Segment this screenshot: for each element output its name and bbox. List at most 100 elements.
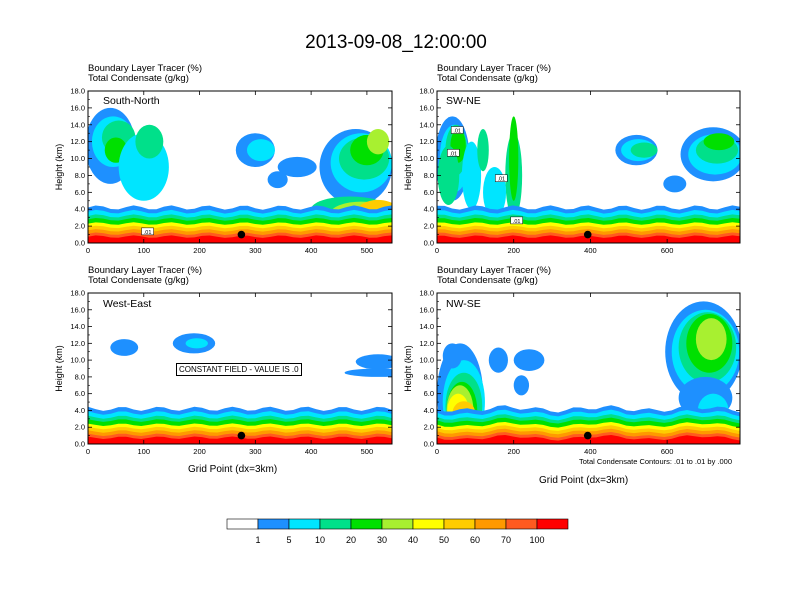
y-tick-label: 4.0 [424, 205, 434, 214]
x-tick-label: 0 [86, 447, 90, 456]
x-tick-label: 100 [138, 246, 151, 255]
contour-label: .01 [497, 177, 505, 183]
colorbar-label: 100 [529, 535, 544, 545]
panel3-subtitle-condensate: Total Condensate (g/kg) [88, 275, 189, 286]
y-tick-label: 10.0 [70, 154, 85, 163]
y-tick-label: 14.0 [419, 322, 434, 331]
tracer-cloud-blob [246, 139, 275, 162]
y-tick-label: 0.0 [424, 239, 434, 248]
tracer-cloud-blob [695, 318, 727, 361]
tracer-cloud-blob [509, 116, 519, 201]
panel4-subtitle-tracer: Boundary Layer Tracer (%) [437, 265, 552, 276]
x-tick-label: 200 [507, 447, 520, 456]
tracer-cloud-blob [663, 175, 687, 193]
tracer-cloud-blob [366, 129, 390, 155]
y-tick-label: 0.0 [424, 440, 434, 449]
colorbar-label: 50 [439, 535, 449, 545]
boundary-layer-band [437, 235, 740, 243]
location-marker [583, 230, 592, 239]
location-marker [583, 431, 592, 440]
contour-label: .01 [450, 151, 458, 157]
x-tick-label: 200 [507, 246, 520, 255]
y-tick-label: 18.0 [70, 289, 85, 298]
y-tick-label: 10.0 [419, 356, 434, 365]
colorbar-label: 40 [408, 535, 418, 545]
y-axis-label: Height (km) [54, 144, 64, 191]
tracer-cloud-blob [477, 129, 489, 172]
y-tick-label: 2.0 [75, 222, 85, 231]
colorbar-swatch [257, 518, 290, 530]
contour-footnote: Total Condensate Contours: .01 to .01 by… [579, 457, 733, 466]
y-tick-label: 6.0 [75, 389, 85, 398]
colorbar-label: 30 [377, 535, 387, 545]
colorbar-swatch [350, 518, 383, 530]
y-tick-label: 0.0 [75, 239, 85, 248]
y-tick-label: 12.0 [419, 137, 434, 146]
tracer-cloud-blob [110, 339, 139, 356]
figure-title: 2013-09-08_12:00:00 [305, 32, 487, 53]
y-tick-label: 18.0 [419, 289, 434, 298]
panel2-name: SW-NE [446, 95, 481, 107]
y-tick-label: 14.0 [70, 322, 85, 331]
panel1-subtitle-condensate: Total Condensate (g/kg) [88, 73, 189, 84]
x-tick-label: 400 [584, 246, 597, 255]
y-tick-label: 16.0 [419, 305, 434, 314]
tracer-cloud-blob [442, 343, 462, 369]
y-tick-label: 12.0 [70, 137, 85, 146]
colorbar-label: 10 [315, 535, 325, 545]
contour-label: .01 [513, 219, 521, 225]
colorbar-swatch [288, 518, 321, 530]
panel-1-field [88, 107, 392, 243]
panel1-name: South-North [103, 95, 160, 107]
boundary-layer-band [88, 235, 392, 243]
y-tick-label: 10.0 [70, 356, 85, 365]
y-tick-label: 8.0 [75, 171, 85, 180]
y-tick-label: 4.0 [424, 406, 434, 415]
y-tick-label: 6.0 [424, 389, 434, 398]
contour-label-box [510, 216, 523, 225]
x-tick-label: 600 [661, 246, 674, 255]
x-tick-label: 400 [305, 447, 318, 456]
x-tick-label: 0 [435, 447, 439, 456]
y-tick-label: 4.0 [75, 205, 85, 214]
panel-4-plot: 0.0 2.0 4.0 6.0 8.0 10.0 12.0 14.0 16.0 18.0 Heigh… [403, 289, 741, 456]
y-tick-label: 12.0 [419, 339, 434, 348]
y-tick-label: 6.0 [75, 188, 85, 197]
colorbar-swatch [381, 518, 414, 530]
y-axis-label: Height (km) [54, 345, 64, 392]
colorbar-label: 20 [346, 535, 356, 545]
panel-2-field [437, 116, 740, 243]
contour-label-box [450, 126, 464, 134]
contour-label: .01 [144, 230, 152, 236]
panel3-xlabel: Grid Point (dx=3km) [188, 464, 278, 475]
constant-field-label: CONSTANT FIELD - VALUE IS .0 [176, 363, 302, 376]
y-tick-label: 8.0 [424, 171, 434, 180]
panel3-name: West-East [103, 298, 152, 310]
colorbar-swatch [226, 518, 259, 530]
y-axis-label: Height (km) [403, 144, 413, 191]
tracer-cloud-blob [437, 145, 460, 205]
x-tick-label: 200 [193, 447, 206, 456]
location-marker [237, 230, 246, 239]
x-tick-label: 0 [86, 246, 90, 255]
x-tick-label: 300 [249, 246, 262, 255]
panel-3-plot: 0.0 2.0 4.0 6.0 8.0 10.0 12.0 14.0 16.0 18.0 Heigh… [54, 289, 393, 456]
panel2-subtitle-condensate: Total Condensate (g/kg) [437, 73, 538, 84]
panel-3-field [88, 333, 392, 444]
y-axis-label: Height (km) [403, 345, 413, 392]
y-tick-label: 18.0 [70, 87, 85, 96]
colorbar-swatch [536, 518, 569, 530]
panel-2-plot: 0.0 2.0 4.0 6.0 8.0 10.0 12.0 14.0 16.0 18.0 Heigh… [403, 87, 741, 255]
panel3-subtitle-tracer: Boundary Layer Tracer (%) [88, 265, 203, 276]
x-tick-label: 100 [138, 447, 151, 456]
tracer-cloud-blob [135, 124, 164, 159]
y-tick-label: 8.0 [75, 372, 85, 381]
colorbar-label: 70 [501, 535, 511, 545]
tracer-cloud-blob [513, 375, 530, 396]
y-tick-label: 16.0 [419, 103, 434, 112]
y-tick-label: 4.0 [75, 406, 85, 415]
tracer-cloud-blob [355, 354, 392, 370]
tracer-cloud-blob [461, 141, 482, 210]
contour-label: .01 [453, 129, 461, 135]
